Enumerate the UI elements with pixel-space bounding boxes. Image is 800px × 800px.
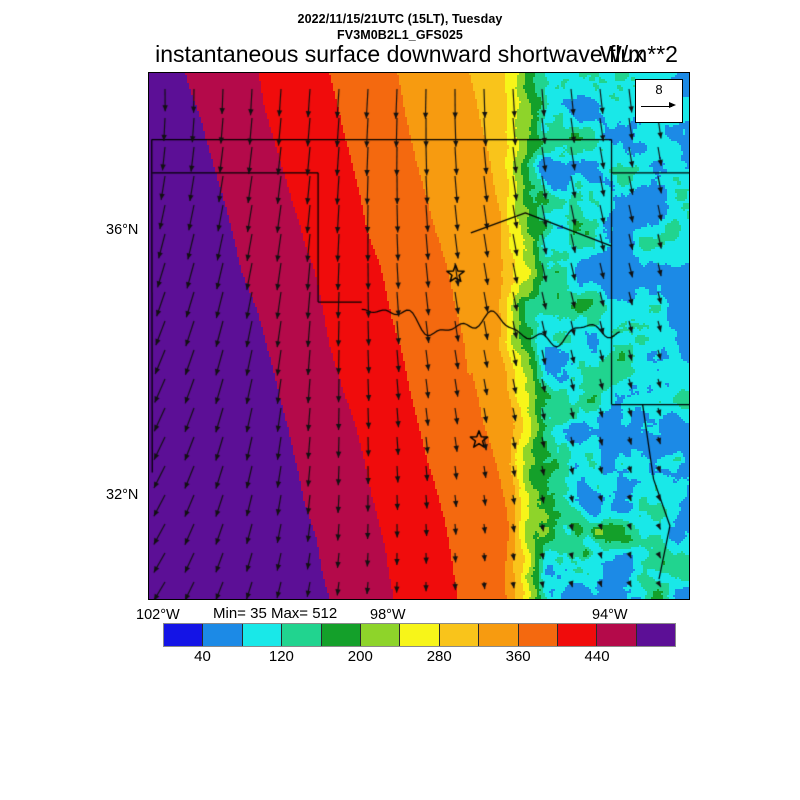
colorbar-swatch: [282, 624, 322, 646]
colorbar-swatch: [518, 624, 558, 646]
title-datetime: 2022/11/15/21UTC (15LT), Tuesday: [297, 12, 503, 26]
colorbar-swatch: [636, 624, 676, 646]
colorbar[interactable]: [163, 623, 676, 647]
colorbar-swatch: [242, 624, 283, 646]
colorbar-swatch: [479, 624, 519, 646]
colorbar-swatch: [321, 624, 361, 646]
wind-reference-value: 8: [655, 82, 663, 97]
lon-tick-label-98w: 98°W: [370, 607, 406, 623]
title-units: W/m**2: [600, 41, 678, 67]
minmax-annotation: Min= 35 Max= 512: [213, 605, 338, 622]
colorbar-tick-label: 200: [347, 648, 373, 665]
right-arrow-icon: [636, 100, 682, 114]
colorbar-swatch: [400, 624, 440, 646]
colorbar-tick-label: 40: [194, 648, 211, 665]
colorbar-swatch: [203, 624, 243, 646]
colorbar-swatch: [597, 624, 637, 646]
lon-tick-label-94w: 94°W: [592, 607, 628, 623]
colorbar-tick-label: 120: [268, 648, 294, 665]
lon-tick-label-102w: 102°W: [136, 607, 180, 623]
lat-tick-label-32n: 32°N: [106, 487, 139, 503]
colorbar-swatch: [164, 624, 204, 646]
colorbar-swatch: [439, 624, 480, 646]
colorbar-swatch: [360, 624, 401, 646]
wind-vector-overlay: [149, 73, 689, 599]
page-title: instantaneous surface downward shortwave…: [155, 41, 645, 67]
wind-reference-vector-legend: 8: [635, 79, 683, 123]
colorbar-tick-labels: 40 120 200 280 360 440: [163, 648, 676, 668]
colorbar-tick-label: 440: [584, 648, 610, 665]
colorbar-swatch: [557, 624, 598, 646]
map-plot-area[interactable]: 8: [148, 72, 690, 600]
colorbar-tick-label: 280: [426, 648, 452, 665]
lat-tick-label-36n: 36°N: [106, 222, 139, 238]
colorbar-tick-label: 360: [505, 648, 531, 665]
title-model-id: FV3M0B2L1_GFS025: [337, 28, 463, 42]
